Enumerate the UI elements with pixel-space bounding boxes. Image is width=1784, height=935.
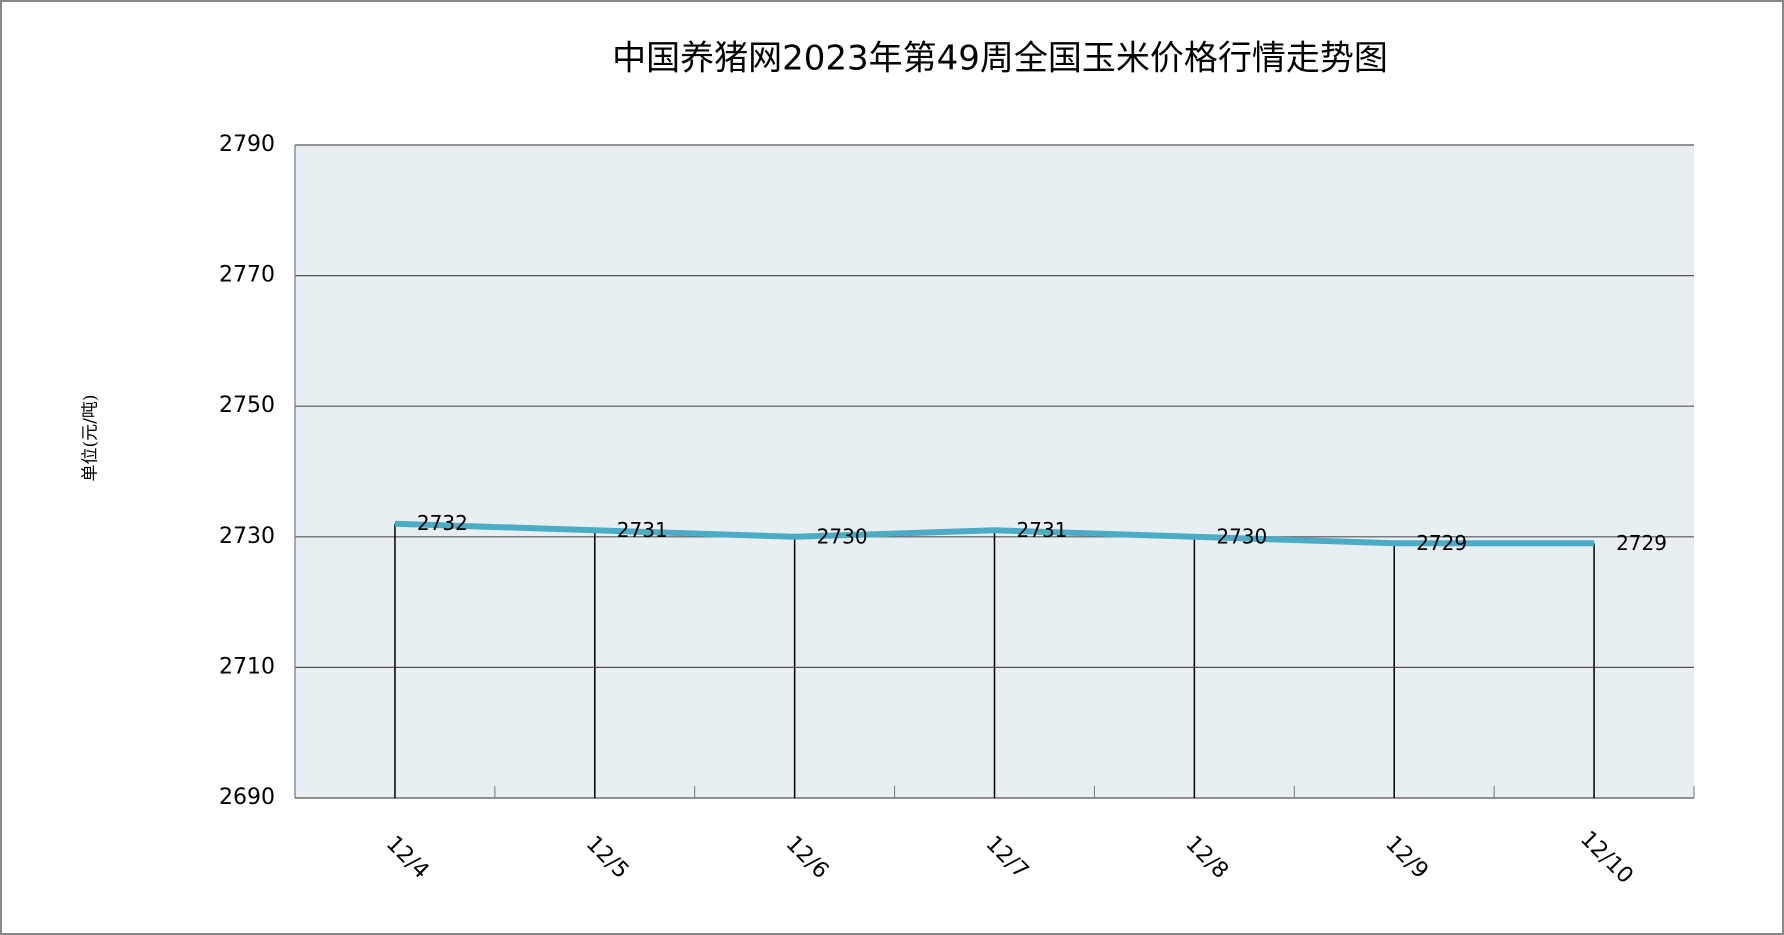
data-label: 2732: [417, 511, 468, 535]
data-label: 2730: [817, 524, 868, 548]
line-series: [394, 520, 1595, 547]
y-tick-label: 2770: [219, 263, 275, 288]
y-tick-label: 2790: [219, 132, 275, 157]
data-label: 2730: [1216, 524, 1267, 548]
y-tick-label: 2710: [219, 654, 275, 679]
y-tick-label: 2730: [219, 524, 275, 549]
data-label: 2729: [1416, 531, 1467, 555]
y-tick-label: 2690: [219, 785, 275, 810]
data-label: 2729: [1616, 531, 1667, 555]
y-axis-label: 单位(元/吨): [81, 395, 101, 482]
y-tick-label: 2750: [219, 393, 275, 418]
chart-title: 中国养猪网2023年第49周全国玉米价格行情走势图: [612, 39, 1388, 79]
data-label: 2731: [1017, 518, 1068, 542]
data-label: 2731: [617, 518, 668, 542]
